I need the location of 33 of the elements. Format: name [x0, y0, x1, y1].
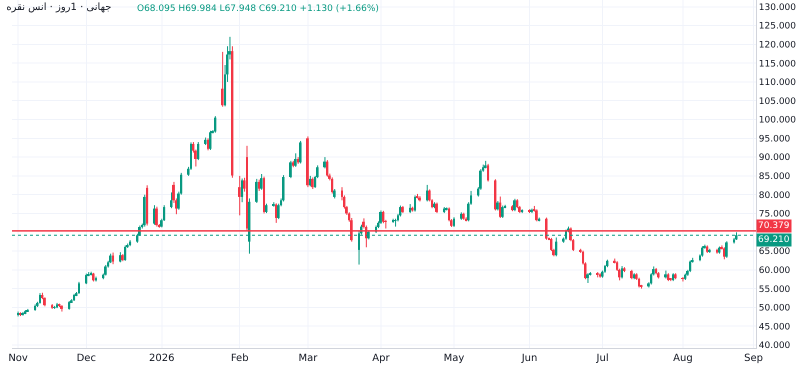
x-tick-label: Jul	[596, 353, 609, 364]
y-tick-label: 115.000	[758, 59, 796, 70]
x-tick-label: Nov	[8, 353, 28, 364]
ref-line-label: 70.379	[758, 221, 790, 231]
x-tick-label: Aug	[673, 353, 693, 364]
x-tick-label: Dec	[76, 353, 96, 364]
y-tick-label: 110.000	[758, 78, 796, 88]
y-tick-label: 120.000	[758, 40, 796, 50]
annotation: O68.095 H69.984 L67.948 C69.210 +1.130 (+1.66%)	[137, 4, 379, 14]
y-tick-label: 100.000	[758, 116, 796, 126]
y-tick-label: 95.000	[758, 134, 791, 144]
y-tick-label: 45.000	[758, 322, 791, 332]
y-tick-label: 75.000	[758, 210, 791, 220]
y-tick-label: 60.000	[758, 266, 791, 276]
x-tick-label: Feb	[230, 353, 249, 364]
x-tick-label: May	[444, 353, 464, 364]
y-tick-label: 125.000	[758, 22, 796, 32]
y-tick-label: 130.000	[758, 2, 796, 13]
chart-title: جهانی · 1روز · انس نقره	[6, 2, 112, 13]
y-tick-label: 80.000	[758, 190, 791, 201]
y-tick-label: 40.000	[758, 341, 791, 352]
x-tick-label: Sep	[744, 353, 763, 364]
x-tick-label: Mar	[298, 353, 318, 364]
x-tick-label: 2026	[149, 353, 174, 364]
y-tick-label: 50.000	[758, 304, 791, 314]
y-tick-label: 90.000	[758, 153, 791, 164]
y-tick-label: 85.000	[758, 172, 791, 182]
x-tick-label: Apr	[372, 353, 390, 364]
y-tick-label: 55.000	[758, 284, 791, 295]
x-tick-label: Jun	[520, 353, 538, 364]
y-tick-label: 65.000	[758, 247, 791, 258]
ref-line-label: 69.210	[758, 235, 790, 245]
y-tick-label: 105.000	[758, 96, 796, 107]
